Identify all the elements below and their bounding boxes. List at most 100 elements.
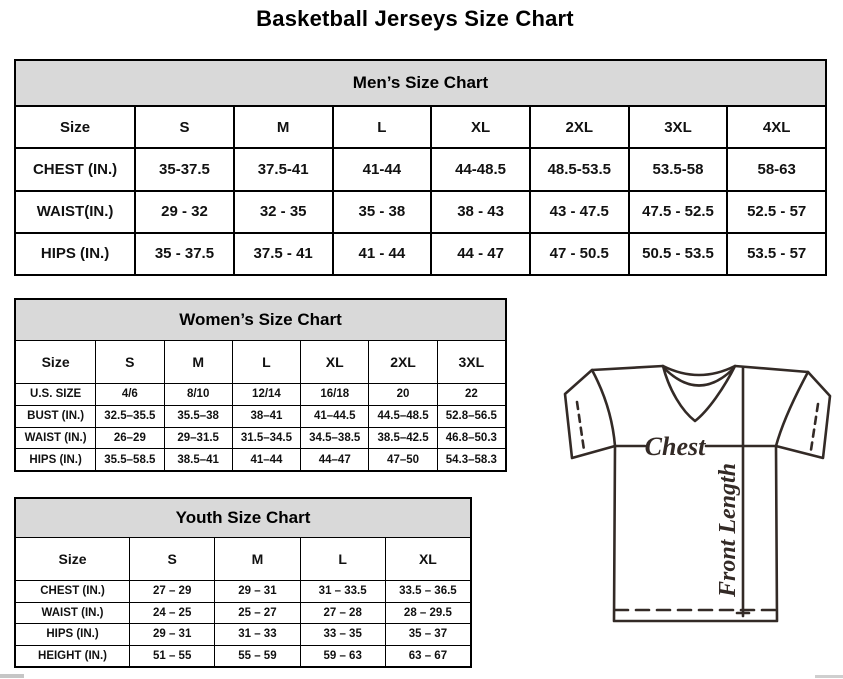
table-title: Men’s Size Chart — [16, 61, 825, 107]
row-label: HIPS (IN.) — [46, 628, 99, 641]
row-label: BUST (IN.) — [27, 410, 85, 423]
table-row: WAIST (IN.) 26–29 29–31.5 31.5–34.5 34.5–38.… — [16, 426, 505, 449]
column-header: Size — [58, 551, 87, 567]
table-cell: 38–41 — [231, 405, 300, 427]
table-cell: 53.5-58 — [627, 149, 727, 190]
column-header: 2XL — [368, 341, 436, 383]
column-header: 2XL — [528, 107, 628, 148]
row-label: CHEST (IN.) — [32, 160, 118, 178]
row-label: HIPS (IN.) — [29, 453, 82, 466]
row-label: U.S. SIZE — [30, 388, 82, 401]
table-cell: 38 - 43 — [430, 191, 529, 232]
column-header: XL — [300, 341, 368, 383]
table-cell: 41–44.5 — [300, 405, 368, 427]
column-header: L — [331, 107, 431, 148]
table-cell: 48.5-53.5 — [528, 149, 628, 190]
table-cell: 50.5 - 53.5 — [627, 233, 727, 274]
table-cell: 22 — [436, 384, 505, 405]
left-sleeve-dashed-line — [575, 400, 586, 452]
column-header: L — [299, 538, 385, 580]
table-cell: 24 – 25 — [129, 602, 214, 623]
table-cell: 51 – 55 — [129, 645, 214, 666]
table-cell: 53.5 - 57 — [726, 233, 825, 274]
column-header: Size — [60, 118, 91, 136]
table-cell: 33.5 – 36.5 — [384, 581, 470, 602]
table-cell: 59 – 63 — [299, 645, 385, 666]
table-row: HEIGHT (IN.) 51 – 55 55 – 59 59 – 63 63 – 67 — [16, 644, 470, 666]
column-header: XL — [430, 107, 529, 148]
left-armhole-seam — [590, 368, 617, 448]
table-cell: 52.8–56.5 — [436, 405, 505, 427]
table-cell: 41 - 44 — [331, 233, 431, 274]
column-header: 3XL — [436, 341, 505, 383]
table-cell: 20 — [368, 384, 436, 405]
collar-band — [661, 364, 737, 377]
table-cell: 32.5–35.5 — [95, 405, 163, 427]
table-cell: 12/14 — [231, 384, 300, 405]
table-cell: 35-37.5 — [134, 149, 233, 190]
jersey-body-outline — [563, 364, 832, 623]
table-cell: 46.8–50.3 — [436, 427, 505, 449]
table-cell: 41–44 — [231, 449, 300, 470]
row-label: WAIST (IN.) — [41, 606, 104, 619]
column-header: XL — [384, 538, 470, 580]
row-label: HEIGHT (IN.) — [38, 649, 108, 662]
table-cell: 43 - 47.5 — [528, 191, 628, 232]
table-cell: 29 – 31 — [129, 624, 214, 645]
table-cell: 54.3–58.3 — [436, 449, 505, 470]
table-row: BUST (IN.) 32.5–35.5 35.5–38 38–41 41–44.5 44… — [16, 404, 505, 427]
table-cell: 29 - 32 — [134, 191, 233, 232]
mens-size-chart-table: Men’s Size Chart Size S M L XL 2XL 3XL 4XL CHEST … — [14, 59, 827, 276]
table-cell: 47.5 - 52.5 — [627, 191, 727, 232]
table-cell: 31 – 33.5 — [299, 581, 385, 602]
table-row: HIPS (IN.) 35 - 37.5 37.5 - 41 41 - 44 44 - … — [16, 231, 825, 274]
table-row: WAIST(IN.) 29 - 32 32 - 35 35 - 38 38 - 43 43… — [16, 189, 825, 232]
column-header: M — [214, 538, 299, 580]
table-cell: 47 - 50.5 — [528, 233, 628, 274]
table-cell: 55 – 59 — [214, 645, 299, 666]
table-cell: 44-48.5 — [430, 149, 529, 190]
table-cell: 8/10 — [163, 384, 232, 405]
table-cell: 26–29 — [95, 427, 163, 449]
row-label: WAIST (IN.) — [24, 431, 87, 444]
table-cell: 29 – 31 — [214, 581, 299, 602]
page-title: Basketball Jerseys Size Chart — [256, 6, 574, 31]
table-cell: 44 - 47 — [430, 233, 529, 274]
row-label: HIPS (IN.) — [40, 245, 110, 263]
table-cell: 37.5-41 — [232, 149, 332, 190]
table-row: U.S. SIZE 4/6 8/10 12/14 16/18 20 22 — [16, 383, 505, 405]
table-cell: 44–47 — [300, 449, 368, 470]
table-cell: 38.5–41 — [163, 449, 232, 470]
table-row: WAIST (IN.) 24 – 25 25 – 27 27 – 28 28 – 29.… — [16, 601, 470, 623]
table-row: HIPS (IN.) 29 – 31 31 – 33 33 – 35 35 – 37 — [16, 623, 470, 645]
table-cell: 25 – 27 — [214, 602, 299, 623]
youth-size-chart-table: Youth Size Chart Size S M L XL CHEST (IN.) 27 –… — [14, 497, 472, 668]
collar-band-inner — [663, 367, 735, 387]
womens-size-chart-table: Women’s Size Chart Size S M L XL 2XL 3XL U.S. SI… — [14, 298, 507, 472]
table-row: CHEST (IN.) 27 – 29 29 – 31 31 – 33.5 33.5 –… — [16, 580, 470, 602]
table-cell: 58-63 — [726, 149, 825, 190]
table-cell: 35.5–58.5 — [95, 449, 163, 470]
table-cell: 31.5–34.5 — [231, 427, 300, 449]
column-header: 3XL — [627, 107, 727, 148]
column-header: M — [232, 107, 332, 148]
table-title: Youth Size Chart — [16, 499, 470, 538]
table-cell: 52.5 - 57 — [726, 191, 825, 232]
column-header: 4XL — [726, 107, 825, 148]
table-cell: 35 - 38 — [331, 191, 431, 232]
table-cell: 35 - 37.5 — [134, 233, 233, 274]
table-cell: 31 – 33 — [214, 624, 299, 645]
header-row: Size S M L XL 2XL 3XL 4XL — [16, 107, 825, 148]
scrollbar-thumb-left[interactable] — [0, 674, 24, 678]
table-cell: 29–31.5 — [163, 427, 232, 449]
scrollbar-thumb-right[interactable] — [815, 675, 843, 678]
table-cell: 27 – 29 — [129, 581, 214, 602]
front-length-label: Front Length — [715, 463, 741, 598]
column-header: S — [129, 538, 214, 580]
table-cell: 28 – 29.5 — [384, 602, 470, 623]
table-cell: 35 – 37 — [384, 624, 470, 645]
column-header: Size — [41, 354, 70, 370]
column-header: S — [95, 341, 163, 383]
jersey-outline-svg: Chest Front Length — [563, 364, 832, 623]
table-cell: 4/6 — [95, 384, 163, 405]
